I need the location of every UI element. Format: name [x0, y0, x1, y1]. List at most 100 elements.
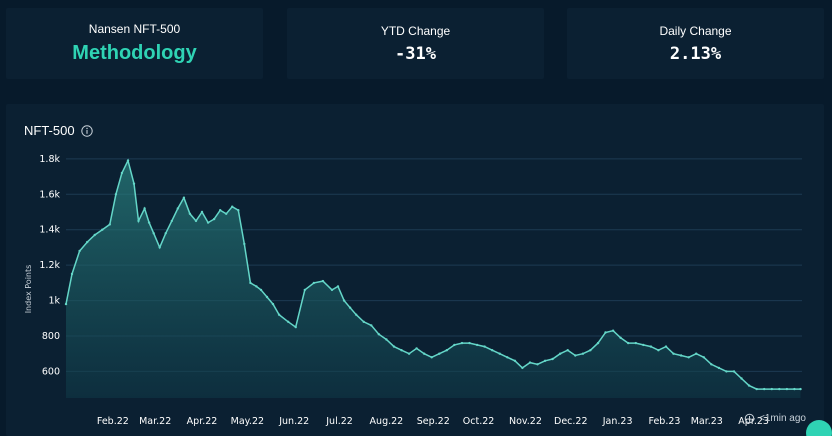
info-icon[interactable] — [80, 124, 93, 137]
x-tick-label: Feb.22 — [97, 416, 129, 427]
data-point — [702, 356, 705, 359]
daily-change-value: 2.13% — [669, 43, 722, 64]
data-point — [265, 295, 269, 299]
data-point — [294, 325, 297, 329]
data-point — [732, 370, 736, 373]
y-tick-label: 1.6k — [39, 189, 60, 200]
data-point — [277, 313, 281, 316]
x-tick-label: Jan.23 — [602, 416, 633, 427]
data-point — [506, 356, 509, 359]
data-point — [528, 361, 532, 364]
data-point — [596, 341, 600, 345]
ytd-change-label: YTD Change — [380, 23, 451, 38]
data-point — [536, 363, 539, 366]
methodology-link[interactable]: Methodology — [72, 42, 197, 64]
last-updated-text: <1min ago — [759, 413, 806, 424]
y-tick-label: 1.8k — [39, 154, 60, 165]
data-point — [611, 329, 615, 332]
data-point — [468, 341, 471, 345]
data-point — [634, 341, 637, 345]
data-point — [321, 279, 325, 283]
y-axis: 600 800 1k 1.2k 1.4k 1.6k 1.8k — [39, 154, 60, 378]
data-point — [188, 212, 192, 215]
y-tick-label: 600 — [42, 366, 60, 377]
data-point — [93, 233, 96, 237]
data-point — [132, 182, 136, 185]
data-point — [679, 354, 683, 357]
daily-change-card: Daily Change 2.13% — [567, 8, 824, 79]
data-point — [152, 232, 155, 235]
chat-button[interactable] — [806, 420, 832, 436]
data-point — [158, 246, 161, 249]
data-point — [770, 387, 773, 391]
y-tick-label: 1.2k — [39, 260, 60, 271]
data-point — [559, 352, 562, 355]
data-point — [137, 219, 140, 223]
data-point — [423, 352, 426, 355]
data-point — [717, 366, 721, 370]
chart-card: NFT-500 600 800 1k 1.2k 1.4k 1.6k 1.8k Feb.22 M… — [6, 104, 832, 436]
data-point — [243, 242, 246, 246]
data-point — [543, 359, 547, 362]
x-tick-label: Oct.22 — [463, 416, 495, 427]
data-point — [687, 356, 690, 359]
nft-500-chart[interactable]: 600 800 1k 1.2k 1.4k 1.6k 1.8k Feb.22 Mar.22 Apr… — [6, 144, 824, 436]
data-point — [627, 341, 630, 345]
data-point — [271, 302, 275, 306]
data-point — [385, 338, 388, 341]
data-point — [64, 302, 68, 306]
data-point — [763, 387, 766, 391]
data-point — [287, 320, 290, 323]
data-point — [400, 349, 403, 352]
data-point — [619, 336, 622, 339]
x-tick-label: Jun.22 — [278, 416, 309, 427]
data-point — [212, 217, 216, 221]
last-updated: <1min ago — [744, 413, 806, 424]
data-point — [120, 171, 124, 175]
data-point — [342, 299, 346, 302]
data-point — [430, 356, 433, 359]
data-point — [336, 285, 340, 288]
clock-refresh-icon — [744, 413, 755, 424]
data-point — [108, 223, 112, 226]
data-point — [237, 209, 240, 212]
data-point — [460, 341, 464, 345]
data-point — [589, 349, 592, 352]
y-tick-label: 1.4k — [39, 225, 60, 236]
data-point — [312, 281, 316, 285]
data-point — [176, 207, 179, 210]
y-axis-label: Index Points — [24, 265, 33, 314]
data-point — [695, 352, 698, 355]
x-tick-label: Dec.22 — [554, 416, 588, 427]
x-tick-label: May.22 — [231, 416, 264, 427]
data-point — [574, 354, 577, 357]
x-axis: Feb.22 Mar.22 Apr.22 May.22 Jun.22 Jul.22 Aug.… — [97, 416, 769, 427]
data-point — [225, 212, 228, 215]
x-tick-label: Feb.23 — [649, 416, 681, 427]
data-point — [114, 193, 118, 196]
data-point — [164, 232, 167, 235]
data-point — [231, 205, 234, 208]
data-point — [778, 387, 781, 391]
data-point — [259, 288, 263, 292]
data-point — [200, 210, 204, 214]
data-point — [513, 359, 517, 362]
data-point — [710, 363, 713, 366]
data-point — [143, 207, 146, 210]
data-point — [445, 349, 448, 352]
data-point — [649, 345, 653, 348]
data-points — [64, 159, 802, 391]
data-point — [521, 366, 524, 370]
data-point — [194, 219, 198, 223]
data-point — [799, 387, 802, 391]
data-point — [303, 288, 306, 292]
ytd-change-card: YTD Change -31% — [287, 8, 544, 79]
data-point — [362, 320, 365, 323]
data-point — [793, 387, 796, 391]
data-point — [785, 387, 789, 391]
x-tick-label: Apr.23 — [738, 416, 769, 427]
data-point — [330, 288, 334, 292]
data-point — [498, 352, 501, 355]
y-tick-label: 1k — [48, 296, 60, 307]
data-point — [491, 349, 494, 352]
